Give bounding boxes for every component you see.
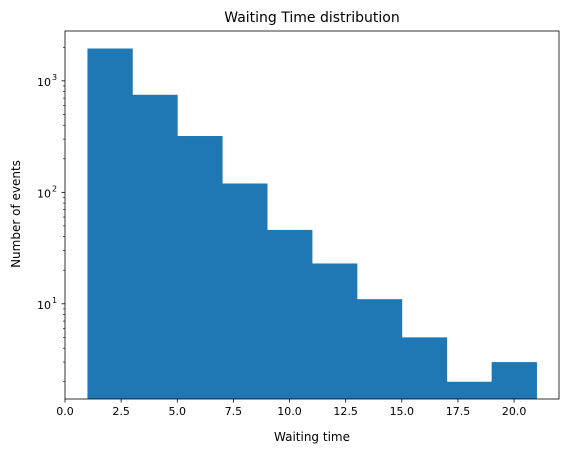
x-tick-label: 15.0 <box>390 405 415 418</box>
plot-frame <box>64 30 560 400</box>
x-tick-label: 0.0 <box>56 405 74 418</box>
histogram-bar <box>267 229 313 399</box>
bars-layer <box>87 48 537 400</box>
histogram-bar <box>491 362 537 399</box>
y-tick-label: 10 2 <box>37 184 57 200</box>
x-tick-label: 7.5 <box>225 405 243 418</box>
histogram-bar <box>87 48 133 400</box>
y-tick-exponent: 1 <box>52 296 57 305</box>
y-tick-base: 10 <box>37 187 51 200</box>
histogram-bar <box>446 381 493 399</box>
y-tick-base: 10 <box>37 76 51 89</box>
y-tick-exponent: 2 <box>52 184 57 193</box>
histogram-bar <box>356 299 403 399</box>
chart-title: Waiting Time distribution <box>224 10 400 26</box>
histogram-bar <box>401 337 448 399</box>
x-tick-label: 2.5 <box>112 405 130 418</box>
histogram-bar <box>177 136 223 399</box>
histogram-bar <box>312 263 358 399</box>
y-tick-label: 10 3 <box>37 73 57 89</box>
y-tick-exponent: 3 <box>52 73 57 82</box>
y-axis-label: Number of events <box>9 160 23 268</box>
x-tick-label: 10.0 <box>277 405 302 418</box>
x-tick-label: 5.0 <box>169 405 187 418</box>
histogram-bar <box>222 183 268 399</box>
x-tick-label: 20.0 <box>502 405 527 418</box>
y-tick-label: 10 1 <box>37 296 57 312</box>
x-axis-label: Waiting time <box>274 430 350 444</box>
histogram-bar <box>132 94 178 399</box>
x-tick-label: 17.5 <box>446 405 471 418</box>
y-tick-base: 10 <box>37 299 51 312</box>
x-tick-label: 12.5 <box>333 405 358 418</box>
